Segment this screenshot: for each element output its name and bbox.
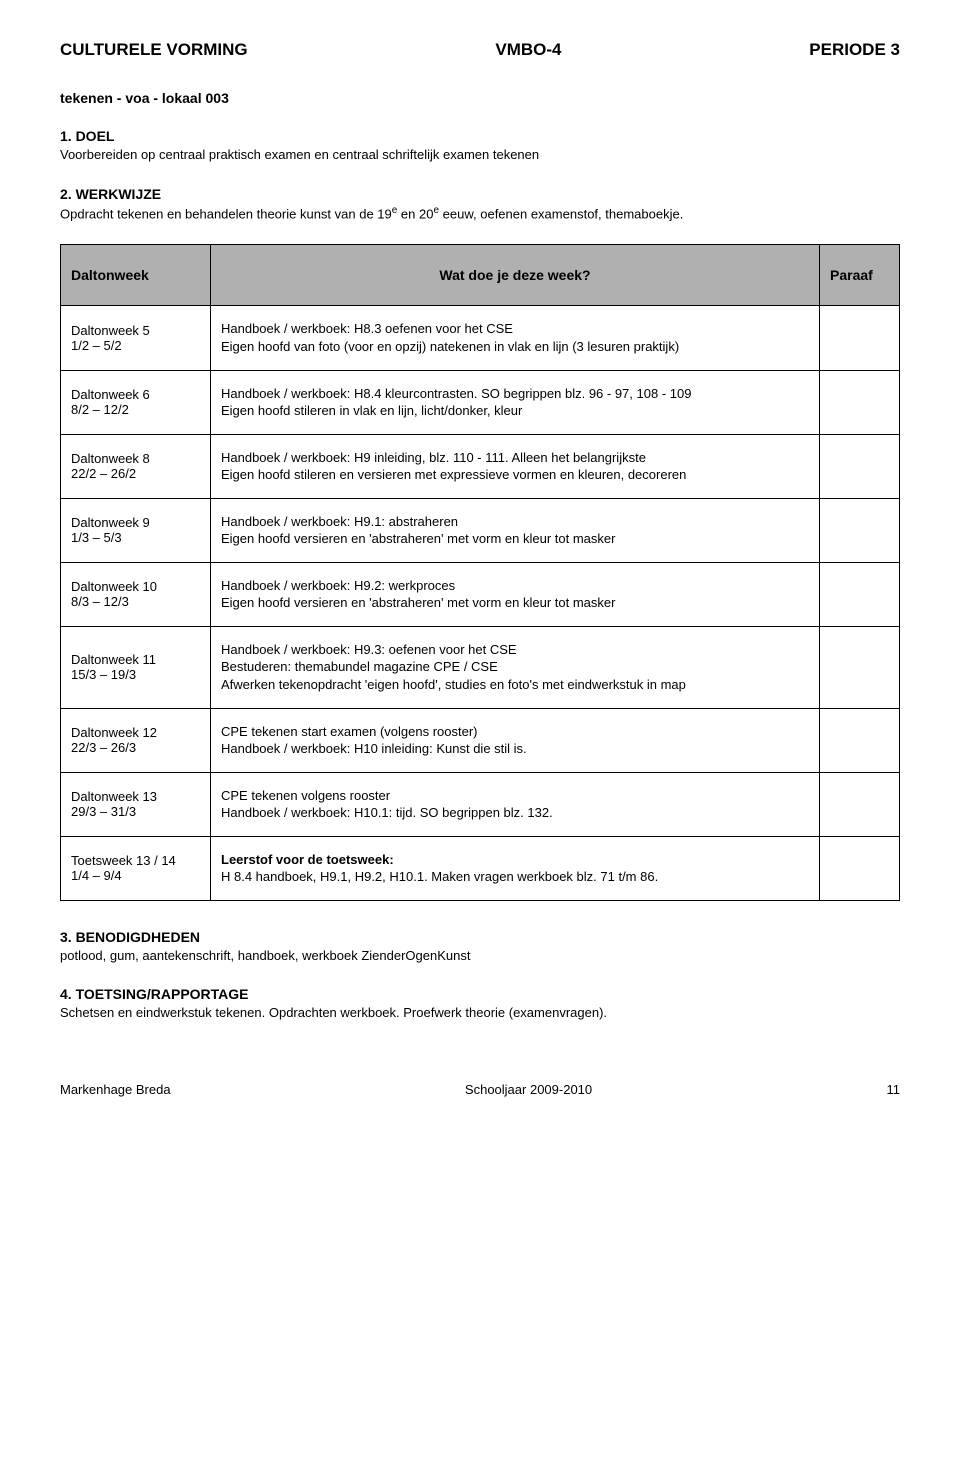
week-name: Daltonweek 11 <box>71 652 200 667</box>
content-line: Handboek / werkboek: H8.4 kleurcontraste… <box>221 385 809 403</box>
header-center: VMBO-4 <box>495 40 561 60</box>
cell-paraaf <box>820 626 900 708</box>
th-daltonweek: Daltonweek <box>61 245 211 306</box>
page-footer: Markenhage Breda Schooljaar 2009-2010 11 <box>60 1082 900 1097</box>
section-werkwijze-title: 2. WERKWIJZE <box>60 186 900 202</box>
week-name: Daltonweek 6 <box>71 387 200 402</box>
cell-content: Handboek / werkboek: H8.3 oefenen voor h… <box>211 306 820 370</box>
content-line: CPE tekenen volgens rooster <box>221 787 809 805</box>
cell-content: Leerstof voor de toetsweek:H 8.4 handboe… <box>211 836 820 900</box>
table-row: Daltonweek 51/2 – 5/2 Handboek / werkboek… <box>61 306 900 370</box>
content-line: Eigen hoofd versieren en 'abstraheren' m… <box>221 530 809 548</box>
section-toetsing-body: Schetsen en eindwerkstuk tekenen. Opdrac… <box>60 1004 900 1022</box>
cell-content: CPE tekenen volgens roosterHandboek / we… <box>211 772 820 836</box>
week-name: Daltonweek 12 <box>71 725 200 740</box>
cell-content: Handboek / werkboek: H9.2: werkprocesEig… <box>211 562 820 626</box>
week-name: Toetsweek 13 / 14 <box>71 853 200 868</box>
werkwijze-text-post: eeuw, oefenen examenstof, themaboekje. <box>439 206 683 221</box>
cell-content: Handboek / werkboek: H9.3: oefenen voor … <box>211 626 820 708</box>
cell-week: Daltonweek 822/2 – 26/2 <box>61 434 211 498</box>
week-name: Daltonweek 9 <box>71 515 200 530</box>
cell-content: Handboek / werkboek: H9.1: abstraherenEi… <box>211 498 820 562</box>
cell-week: Daltonweek 108/3 – 12/3 <box>61 562 211 626</box>
section-benodigdheden-title: 3. BENODIGDHEDEN <box>60 929 900 945</box>
cell-week: Daltonweek 51/2 – 5/2 <box>61 306 211 370</box>
content-line: Handboek / werkboek: H10.1: tijd. SO beg… <box>221 804 809 822</box>
week-name: Daltonweek 5 <box>71 323 200 338</box>
content-line: Handboek / werkboek: H9.3: oefenen voor … <box>221 641 809 659</box>
cell-paraaf <box>820 562 900 626</box>
cell-week: Toetsweek 13 / 141/4 – 9/4 <box>61 836 211 900</box>
section-doel-body: Voorbereiden op centraal praktisch exame… <box>60 146 900 164</box>
cell-paraaf <box>820 306 900 370</box>
header-right: PERIODE 3 <box>809 40 900 60</box>
sub-heading: tekenen - voa - lokaal 003 <box>60 90 900 106</box>
week-dates: 1/4 – 9/4 <box>71 868 200 883</box>
header-left: CULTURELE VORMING <box>60 40 248 60</box>
schedule-table: Daltonweek Wat doe je deze week? Paraaf … <box>60 244 900 900</box>
table-row: Daltonweek 822/2 – 26/2 Handboek / werkbo… <box>61 434 900 498</box>
content-line: Handboek / werkboek: H9.1: abstraheren <box>221 513 809 531</box>
week-name: Daltonweek 8 <box>71 451 200 466</box>
content-line: Eigen hoofd versieren en 'abstraheren' m… <box>221 594 809 612</box>
cell-content: CPE tekenen start examen (volgens rooste… <box>211 708 820 772</box>
page-header: CULTURELE VORMING VMBO-4 PERIODE 3 <box>60 40 900 60</box>
cell-week: Daltonweek 68/2 – 12/2 <box>61 370 211 434</box>
content-line: Leerstof voor de toetsweek: <box>221 851 809 869</box>
table-row: Daltonweek 1115/3 – 19/3 Handboek / werkb… <box>61 626 900 708</box>
content-line: CPE tekenen start examen (volgens rooste… <box>221 723 809 741</box>
week-dates: 1/3 – 5/3 <box>71 530 200 545</box>
week-dates: 15/3 – 19/3 <box>71 667 200 682</box>
table-row: Daltonweek 91/3 – 5/3Handboek / werkboek… <box>61 498 900 562</box>
section-toetsing-title: 4. TOETSING/RAPPORTAGE <box>60 986 900 1002</box>
week-dates: 22/3 – 26/3 <box>71 740 200 755</box>
werkwijze-text-pre: Opdracht tekenen en behandelen theorie k… <box>60 206 392 221</box>
cell-week: Daltonweek 1329/3 – 31/3 <box>61 772 211 836</box>
week-dates: 22/2 – 26/2 <box>71 466 200 481</box>
week-dates: 1/2 – 5/2 <box>71 338 200 353</box>
section-benodigdheden-body: potlood, gum, aantekenschrift, handboek,… <box>60 947 900 965</box>
cell-paraaf <box>820 498 900 562</box>
content-line: H 8.4 handboek, H9.1, H9.2, H10.1. Maken… <box>221 868 809 886</box>
werkwijze-text-mid: en 20 <box>397 206 433 221</box>
cell-paraaf <box>820 836 900 900</box>
cell-content: Handboek / werkboek: H8.4 kleurcontraste… <box>211 370 820 434</box>
cell-paraaf <box>820 434 900 498</box>
th-paraaf: Paraaf <box>820 245 900 306</box>
content-line: Handboek / werkboek: H10 inleiding: Kuns… <box>221 740 809 758</box>
content-line: Handboek / werkboek: H9 inleiding, blz. … <box>221 449 809 467</box>
content-line: Afwerken tekenopdracht 'eigen hoofd', st… <box>221 676 809 694</box>
week-name: Daltonweek 13 <box>71 789 200 804</box>
week-dates: 8/3 – 12/3 <box>71 594 200 609</box>
week-dates: 8/2 – 12/2 <box>71 402 200 417</box>
content-line: Eigen hoofd stileren en versieren met ex… <box>221 466 809 484</box>
content-line: Handboek / werkboek: H8.3 oefenen voor h… <box>221 320 809 338</box>
table-row: Daltonweek 108/3 – 12/3Handboek / werkbo… <box>61 562 900 626</box>
section-doel-title: 1. DOEL <box>60 128 900 144</box>
content-line: Eigen hoofd stileren in vlak en lijn, li… <box>221 402 809 420</box>
cell-week: Daltonweek 1115/3 – 19/3 <box>61 626 211 708</box>
week-name: Daltonweek 10 <box>71 579 200 594</box>
table-row: Daltonweek 68/2 – 12/2 Handboek / werkboe… <box>61 370 900 434</box>
th-content: Wat doe je deze week? <box>211 245 820 306</box>
cell-paraaf <box>820 772 900 836</box>
content-line: Eigen hoofd van foto (voor en opzij) nat… <box>221 338 809 356</box>
cell-content: Handboek / werkboek: H9 inleiding, blz. … <box>211 434 820 498</box>
cell-week: Daltonweek 1222/3 – 26/3 <box>61 708 211 772</box>
week-dates: 29/3 – 31/3 <box>71 804 200 819</box>
cell-week: Daltonweek 91/3 – 5/3 <box>61 498 211 562</box>
content-line: Handboek / werkboek: H9.2: werkproces <box>221 577 809 595</box>
table-row: Toetsweek 13 / 141/4 – 9/4Leerstof voor … <box>61 836 900 900</box>
table-row: Daltonweek 1329/3 – 31/3CPE tekenen volg… <box>61 772 900 836</box>
footer-center: Schooljaar 2009-2010 <box>465 1082 592 1097</box>
footer-right: 11 <box>886 1082 900 1097</box>
footer-left: Markenhage Breda <box>60 1082 171 1097</box>
table-row: Daltonweek 1222/3 – 26/3 CPE tekenen star… <box>61 708 900 772</box>
section-werkwijze-body: Opdracht tekenen en behandelen theorie k… <box>60 204 900 223</box>
cell-paraaf <box>820 708 900 772</box>
cell-paraaf <box>820 370 900 434</box>
content-line: Bestuderen: themabundel magazine CPE / C… <box>221 658 809 676</box>
